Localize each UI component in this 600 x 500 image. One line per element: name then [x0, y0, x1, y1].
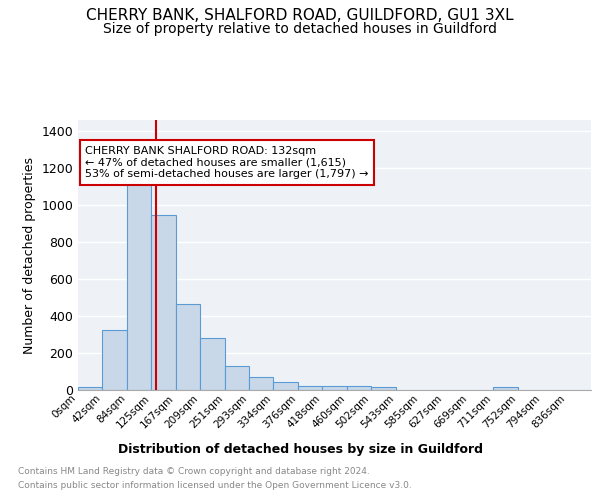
Bar: [371, 387, 395, 390]
Text: CHERRY BANK SHALFORD ROAD: 132sqm
← 47% of detached houses are smaller (1,615)
5: CHERRY BANK SHALFORD ROAD: 132sqm ← 47% …: [85, 146, 369, 179]
Text: Size of property relative to detached houses in Guildford: Size of property relative to detached ho…: [103, 22, 497, 36]
Bar: [274, 382, 298, 390]
Text: CHERRY BANK, SHALFORD ROAD, GUILDFORD, GU1 3XL: CHERRY BANK, SHALFORD ROAD, GUILDFORD, G…: [86, 8, 514, 22]
Bar: [347, 386, 371, 390]
Bar: [249, 378, 274, 390]
Bar: [103, 330, 127, 390]
Bar: [78, 387, 103, 390]
Text: Contains public sector information licensed under the Open Government Licence v3: Contains public sector information licen…: [18, 481, 412, 490]
Bar: [151, 215, 176, 390]
Bar: [127, 183, 151, 390]
Text: Distribution of detached houses by size in Guildford: Distribution of detached houses by size …: [118, 442, 482, 456]
Y-axis label: Number of detached properties: Number of detached properties: [23, 156, 36, 354]
Text: Contains HM Land Registry data © Crown copyright and database right 2024.: Contains HM Land Registry data © Crown c…: [18, 468, 370, 476]
Bar: [322, 386, 347, 390]
Bar: [298, 386, 322, 390]
Bar: [224, 366, 249, 390]
Bar: [176, 304, 200, 390]
Bar: [200, 338, 224, 390]
Bar: [493, 387, 518, 390]
